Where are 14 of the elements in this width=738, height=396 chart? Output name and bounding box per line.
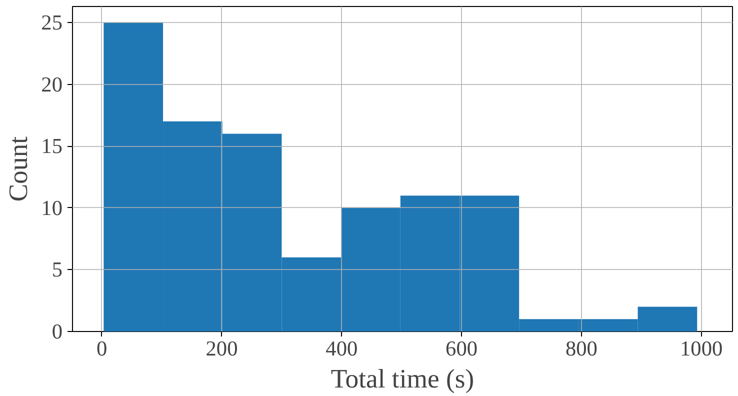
y-tick-label: 15 — [41, 134, 62, 158]
x-tick-label: 1000 — [680, 336, 723, 360]
y-tick-label: 25 — [41, 10, 62, 35]
x-tick-label: 200 — [206, 336, 238, 360]
x-axis-title: Total time (s) — [330, 364, 474, 394]
x-tick-label: 0 — [96, 336, 108, 360]
y-tick-label: 20 — [41, 72, 62, 96]
x-tick-label: 400 — [326, 336, 358, 360]
x-tick-label: 800 — [565, 336, 598, 360]
y-tick-label: 0 — [52, 320, 63, 344]
x-tick-label: 600 — [446, 336, 478, 360]
y-tick-label: 10 — [41, 196, 62, 220]
y-tick-label: 5 — [52, 258, 63, 282]
y-axis-title: Count — [3, 136, 34, 202]
